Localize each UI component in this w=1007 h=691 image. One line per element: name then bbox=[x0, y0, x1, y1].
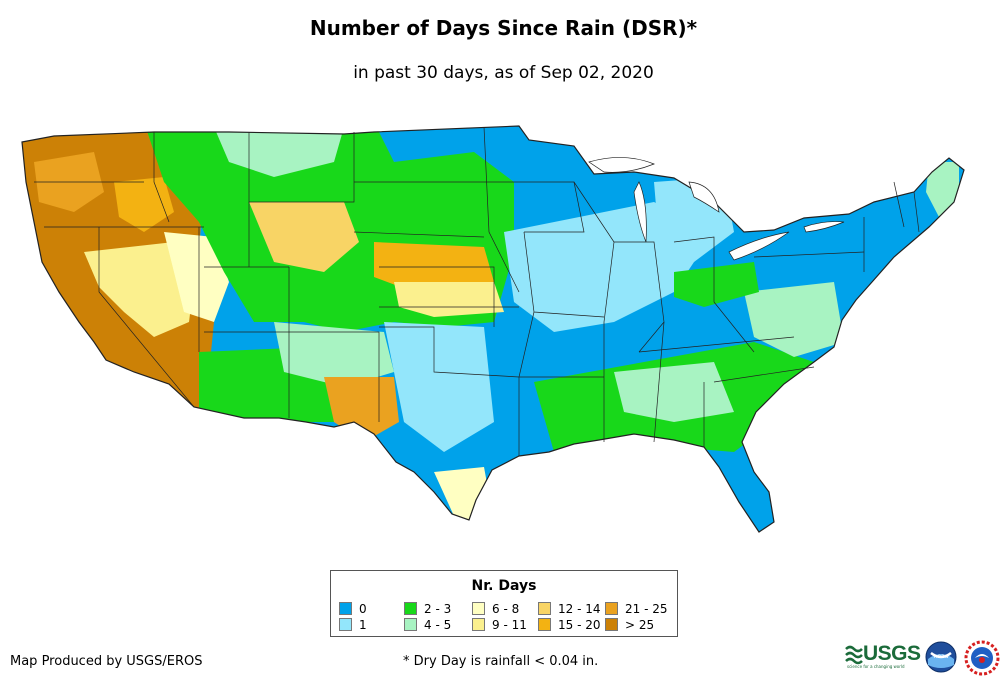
legend-swatch bbox=[472, 618, 485, 631]
legend-swatch bbox=[339, 618, 352, 631]
legend-swatch bbox=[339, 602, 352, 615]
legend-label: 4 - 5 bbox=[424, 618, 452, 632]
legend-item: 21 - 25 bbox=[605, 602, 668, 616]
region-new-mexico-mint bbox=[274, 322, 394, 387]
map-subtitle: in past 30 days, as of Sep 02, 2020 bbox=[353, 63, 654, 83]
drought-color-regions bbox=[22, 126, 964, 532]
legend-item: 12 - 14 bbox=[538, 602, 601, 616]
region-montana-mint bbox=[214, 127, 344, 177]
legend-item: 4 - 5 bbox=[404, 618, 451, 632]
dry-day-footnote: * Dry Day is rainfall < 0.04 in. bbox=[403, 654, 599, 669]
map-title: Number of Days Since Rain (DSR)* bbox=[309, 16, 698, 40]
legend-label: 0 bbox=[359, 602, 367, 616]
legend-item: 2 - 3 bbox=[404, 602, 451, 616]
region-ohio-green bbox=[674, 262, 759, 307]
state-boundaries bbox=[34, 126, 920, 456]
legend-label: 9 - 11 bbox=[492, 618, 527, 632]
legend-label: 6 - 8 bbox=[492, 602, 520, 616]
noaa-text: noaa bbox=[934, 653, 949, 660]
region-texas-light-blue bbox=[384, 322, 494, 452]
usgs-tagline: science for a changing world bbox=[847, 664, 905, 669]
legend-title: Nr. Days bbox=[471, 578, 537, 594]
legend-item: 9 - 11 bbox=[472, 618, 527, 632]
usgs-wave-icon bbox=[845, 645, 863, 665]
legend-label: 21 - 25 bbox=[625, 602, 668, 616]
producer-credit: Map Produced by USGS/EROS bbox=[10, 654, 203, 669]
legend-swatch bbox=[605, 618, 618, 631]
usgs-logo: USGS science for a changing world bbox=[845, 642, 921, 669]
region-nevada-yellow bbox=[84, 242, 194, 337]
legend-swatch bbox=[538, 618, 551, 631]
legend-label: 1 bbox=[359, 618, 367, 632]
legend-label: 12 - 14 bbox=[558, 602, 601, 616]
usgs-wordmark: USGS bbox=[863, 642, 921, 665]
legend-item: > 25 bbox=[605, 618, 654, 632]
legend-item: 1 bbox=[339, 618, 367, 632]
legend-swatch bbox=[605, 602, 618, 615]
legend-item: 15 - 20 bbox=[538, 618, 601, 632]
legend-swatch bbox=[404, 618, 417, 631]
region-utah-cream bbox=[164, 232, 229, 322]
region-mid-atlantic-mint bbox=[744, 282, 844, 357]
legend-swatch bbox=[404, 602, 417, 615]
region-wyoming-yellow bbox=[249, 202, 359, 272]
legend-label: > 25 bbox=[625, 618, 655, 632]
legend-item: 0 bbox=[339, 602, 367, 616]
legend-item: 6 - 8 bbox=[472, 602, 519, 616]
legend-swatch bbox=[472, 602, 485, 615]
legend-swatch bbox=[538, 602, 551, 615]
legend-label: 2 - 3 bbox=[424, 602, 452, 616]
legend-label: 15 - 20 bbox=[558, 618, 601, 632]
region-new-england-mint bbox=[926, 162, 959, 217]
region-kansas-yellow bbox=[394, 282, 504, 317]
legend: Nr. Days 0 1 2 - 3 4 - 5 6 - 8 9 - 11 12… bbox=[330, 570, 678, 637]
nws-logo bbox=[964, 640, 1000, 676]
region-idaho-orange bbox=[114, 177, 174, 232]
great-lakes bbox=[588, 157, 845, 261]
noaa-logo: noaa bbox=[925, 641, 957, 673]
region-southeast-mint bbox=[614, 362, 734, 422]
us-dsr-map bbox=[21, 125, 965, 533]
